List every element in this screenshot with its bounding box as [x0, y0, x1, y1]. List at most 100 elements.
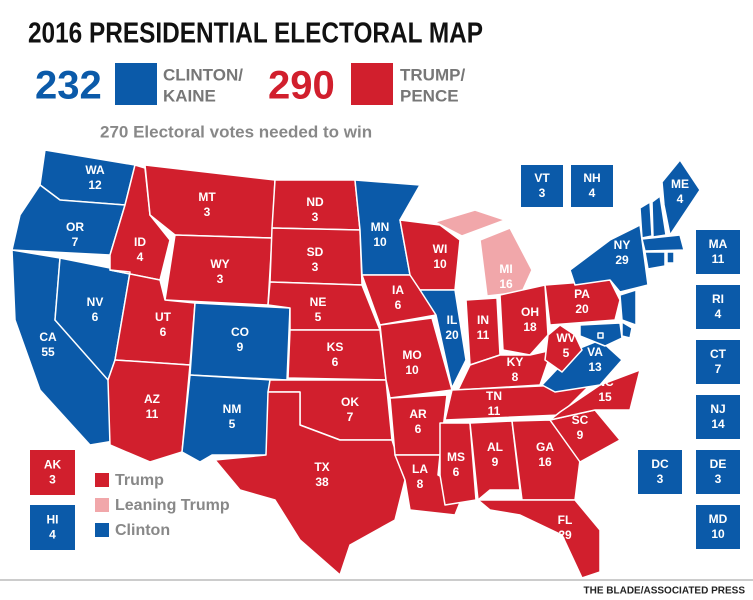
state-shape	[477, 499, 601, 579]
state-shape	[181, 374, 273, 463]
state-shape	[666, 251, 675, 264]
state-votes: 4	[677, 192, 684, 206]
clinton-label: KAINE	[163, 86, 216, 105]
state-votes: 20	[445, 328, 459, 342]
state-box	[30, 450, 75, 495]
state-votes: 5	[229, 417, 236, 431]
state-abbr: GA	[536, 440, 554, 454]
state-shape	[511, 419, 581, 501]
state-votes: 3	[204, 205, 211, 219]
legend-label: Clinton	[115, 522, 170, 539]
state-votes: 3	[312, 260, 319, 274]
state-votes: 3	[715, 472, 722, 486]
state-votes: 13	[588, 360, 602, 374]
trump-total: 290	[268, 64, 335, 108]
state-abbr: CA	[39, 330, 57, 344]
state-abbr: OH	[521, 305, 539, 319]
state-votes: 3	[657, 472, 664, 486]
legend-swatch	[95, 523, 109, 537]
state-abbr: CT	[710, 347, 727, 361]
state-abbr: AK	[44, 458, 62, 472]
state-votes: 9	[492, 455, 499, 469]
title: 2016 PRESIDENTIAL ELECTORAL MAP	[28, 18, 483, 50]
state-votes: 7	[72, 235, 79, 249]
state-votes: 38	[315, 475, 329, 489]
state-abbr: OR	[66, 220, 84, 234]
state-abbr: SD	[307, 245, 324, 259]
state-votes: 10	[433, 257, 447, 271]
state-votes: 7	[715, 362, 722, 376]
state-votes: 3	[217, 272, 224, 286]
state-abbr: VT	[534, 171, 550, 185]
state-shape	[621, 321, 633, 339]
state-votes: 4	[715, 307, 722, 321]
state-shape	[619, 289, 637, 326]
state-abbr: MT	[198, 190, 216, 204]
trump-label: TRUMP/	[400, 65, 465, 84]
state-abbr: AL	[487, 440, 503, 454]
state-abbr: WV	[556, 331, 575, 345]
state-shape	[661, 159, 701, 236]
trump-swatch	[351, 63, 393, 105]
state-abbr: CO	[231, 325, 249, 339]
state-shape	[434, 209, 506, 237]
state-shape	[214, 391, 406, 576]
state-votes: 6	[395, 298, 402, 312]
state-votes: 29	[558, 528, 572, 542]
state-votes: 55	[41, 345, 55, 359]
state-votes: 6	[415, 422, 422, 436]
state-abbr: NH	[583, 171, 600, 185]
legend-label: Leaning Trump	[115, 497, 230, 514]
state-shape	[641, 234, 685, 252]
state-votes: 16	[538, 455, 552, 469]
state-votes: 5	[563, 346, 570, 360]
state-abbr: WA	[85, 163, 105, 177]
state-abbr: KY	[507, 355, 524, 369]
state-votes: 3	[539, 186, 546, 200]
state-abbr: MO	[402, 348, 421, 362]
credit: THE BLADE/ASSOCIATED PRESS	[584, 586, 746, 597]
state-box	[521, 165, 563, 207]
state-abbr: WI	[433, 242, 448, 256]
state-abbr: NM	[223, 402, 242, 416]
state-abbr: UT	[155, 310, 172, 324]
state-box	[571, 165, 613, 207]
state-box	[696, 230, 740, 274]
state-abbr: NV	[87, 295, 104, 309]
subtitle: 270 Electoral votes needed to win	[100, 122, 372, 141]
state-abbr: TX	[314, 460, 329, 474]
clinton-swatch	[115, 63, 157, 105]
legend-swatch	[95, 498, 109, 512]
state-votes: 9	[237, 340, 244, 354]
clinton-label: CLINTON/	[163, 65, 243, 84]
state-shape	[644, 251, 666, 270]
state-shape	[439, 422, 477, 506]
state-box	[638, 450, 682, 494]
state-box	[696, 395, 740, 439]
state-votes: 29	[615, 253, 629, 267]
state-abbr: SC	[572, 413, 589, 427]
state-votes: 4	[137, 250, 144, 264]
legend-label: Trump	[115, 472, 164, 489]
state-votes: 10	[711, 527, 725, 541]
state-abbr: IN	[477, 313, 489, 327]
state-votes: 4	[49, 528, 56, 542]
state-votes: 7	[347, 410, 354, 424]
state-abbr: AZ	[144, 392, 160, 406]
state-abbr: MA	[709, 237, 728, 251]
state-abbr: LA	[412, 462, 428, 476]
clinton-total: 232	[35, 64, 102, 108]
state-box	[696, 450, 740, 494]
state-abbr: OK	[341, 395, 359, 409]
state-votes: 11	[488, 404, 501, 418]
state-shape	[479, 227, 533, 297]
state-abbr: IA	[392, 283, 404, 297]
state-abbr: HI	[47, 513, 59, 527]
state-abbr: TN	[486, 389, 502, 403]
state-abbr: DC	[651, 457, 669, 471]
state-shape	[639, 201, 653, 239]
state-votes: 10	[405, 363, 419, 377]
